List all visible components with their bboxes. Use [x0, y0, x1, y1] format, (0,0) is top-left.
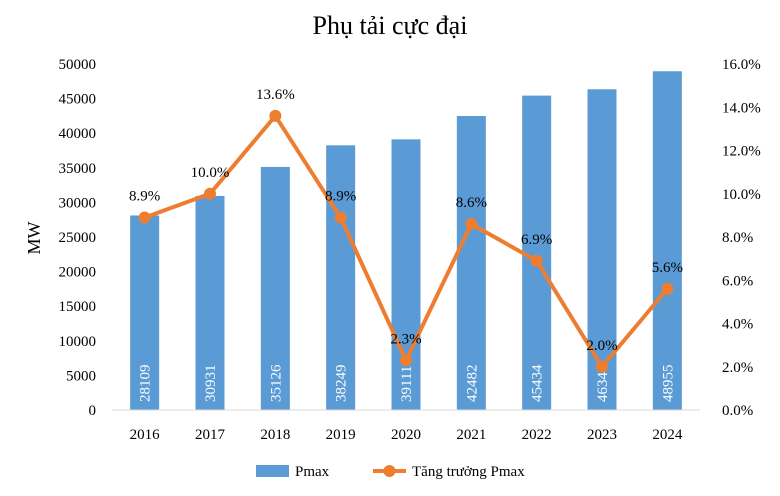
- bar-2018: [260, 166, 290, 410]
- bar-2017: [195, 195, 225, 410]
- growth-value-label: 8.9%: [129, 189, 160, 205]
- bar-value-label: 38249: [334, 365, 350, 403]
- right-axis: 0.0% 2.0% 4.0% 6.0% 8.0% 10.0% 12.0% 14.0% 16.0%: [722, 57, 761, 419]
- growth-point-2018: [269, 109, 282, 122]
- legend-label-bar: Pmax: [295, 464, 330, 480]
- growth-point-2024: [661, 282, 674, 295]
- y-tick-label: 25000: [59, 230, 97, 246]
- y-tick-label: 0: [89, 403, 97, 419]
- legend-swatch-bar: [256, 465, 289, 477]
- y-axis-title: MW: [24, 221, 44, 254]
- growth-value-label: 2.0%: [586, 338, 617, 354]
- bar-2024: [652, 71, 682, 411]
- line-series: 8.9% 10.0% 13.6% 8.9% 2.3% 8.6% 6.9% 2.0% 5.6%: [129, 87, 683, 373]
- chart-title: Phụ tải cực đại: [313, 11, 468, 40]
- bar-value-label: 46348: [595, 365, 611, 403]
- growth-point-2021: [465, 218, 478, 231]
- y-tick-label: 10000: [59, 334, 97, 350]
- y-tick-label: 5000: [66, 368, 96, 384]
- bar-2022: [522, 95, 552, 411]
- growth-point-2022: [530, 254, 543, 267]
- bar-value-label: 42482: [464, 364, 480, 402]
- y2-tick-label: 2.0%: [722, 360, 753, 376]
- growth-value-label: 2.3%: [390, 331, 421, 347]
- bar-2021: [456, 116, 486, 410]
- x-tick-label: 2018: [260, 427, 290, 443]
- y2-tick-label: 8.0%: [722, 230, 753, 246]
- growth-point-2017: [204, 187, 216, 200]
- y-tick-label: 35000: [59, 161, 97, 177]
- x-tick-label: 2023: [587, 427, 617, 443]
- x-axis: 2016 2017 2018 2019 2020 2021 2022 2023 2024: [130, 427, 683, 443]
- x-tick-label: 2024: [652, 427, 683, 443]
- y-tick-label: 30000: [59, 195, 97, 211]
- growth-point-2019: [334, 211, 347, 224]
- legend-label-line: Tăng trưởng Pmax: [412, 464, 525, 480]
- legend: Pmax Tăng trưởng Pmax: [256, 464, 525, 480]
- legend-marker-line: [383, 465, 396, 477]
- bar-value-label: 28109: [138, 365, 154, 403]
- growth-value-label: 6.9%: [521, 232, 552, 248]
- x-tick-label: 2017: [195, 427, 226, 443]
- x-tick-label: 2021: [456, 427, 486, 443]
- x-tick-label: 2020: [391, 427, 421, 443]
- bar-2019: [326, 145, 356, 410]
- bar-series: 28109 30931 35126 38249 39111 42482 45434 46348…: [130, 71, 682, 411]
- x-tick-label: 2022: [522, 427, 552, 443]
- left-axis: 0 5000 10000 15000 20000 25000 30000 35000 40000…: [59, 57, 97, 419]
- y-tick-label: 45000: [59, 92, 97, 108]
- growth-point-2020: [400, 354, 412, 367]
- y-tick-label: 40000: [59, 126, 97, 142]
- y-tick-label: 50000: [59, 57, 97, 73]
- bar-value-label: 35126: [268, 364, 284, 402]
- y2-tick-label: 0.0%: [722, 403, 753, 419]
- x-tick-label: 2019: [326, 427, 356, 443]
- y2-tick-label: 12.0%: [722, 144, 761, 160]
- bar-value-label: 30931: [203, 365, 219, 403]
- y-tick-label: 15000: [59, 299, 97, 315]
- growth-value-label: 8.9%: [325, 189, 356, 205]
- bar-value-label: 45434: [530, 364, 546, 402]
- growth-point-2016: [138, 211, 151, 224]
- y-tick-label: 20000: [59, 265, 97, 281]
- bar-value-label: 48955: [660, 365, 676, 403]
- growth-value-label: 5.6%: [652, 260, 683, 276]
- y2-tick-label: 6.0%: [722, 273, 753, 289]
- y2-tick-label: 16.0%: [722, 57, 761, 73]
- growth-value-label: 8.6%: [456, 195, 487, 211]
- x-tick-label: 2016: [130, 427, 161, 443]
- growth-point-2023: [596, 360, 608, 373]
- bar-2016: [130, 215, 160, 410]
- growth-value-label: 10.0%: [191, 165, 230, 181]
- y2-tick-label: 10.0%: [722, 187, 761, 203]
- bar-value-label: 39111: [399, 366, 415, 402]
- growth-value-label: 13.6%: [256, 87, 295, 103]
- y2-tick-label: 14.0%: [722, 100, 761, 116]
- y2-tick-label: 4.0%: [722, 317, 753, 333]
